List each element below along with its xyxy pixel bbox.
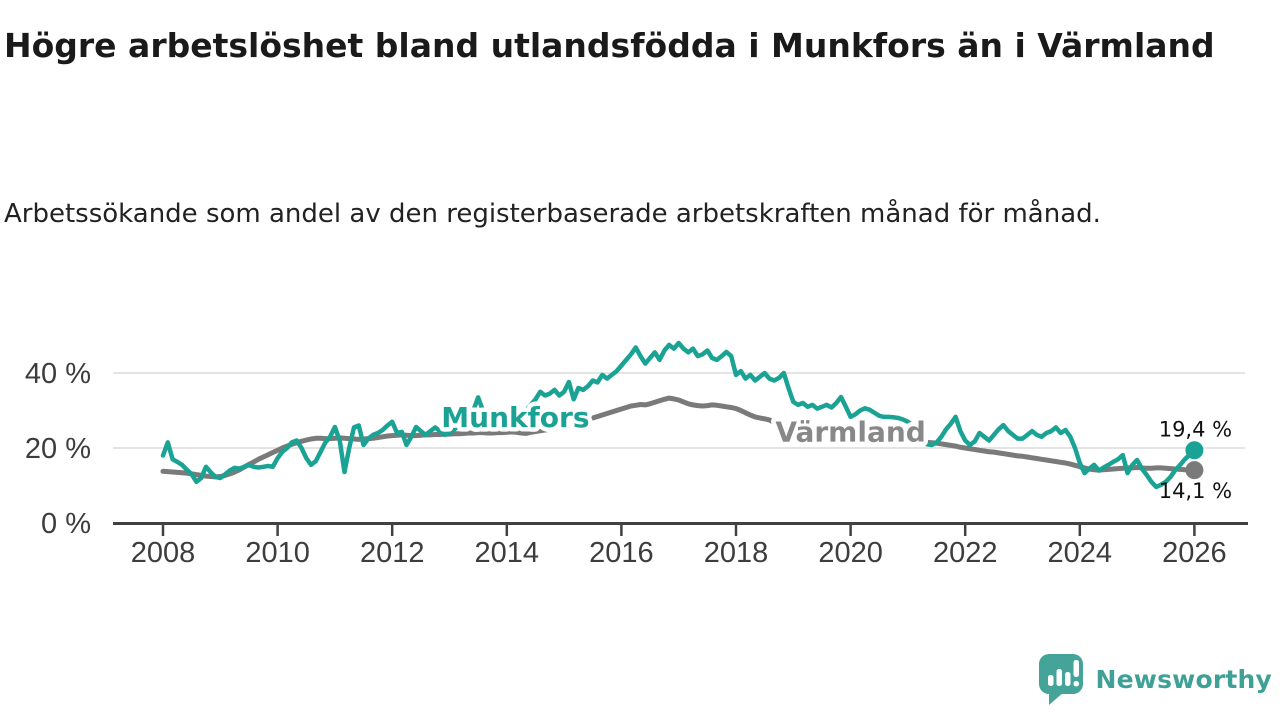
end-value-label-munkfors: 19,4 % [1159, 417, 1232, 441]
chart-subtitle: Arbetssökande som andel av den registerb… [4, 199, 1101, 229]
x-axis-tick-label: 2016 [589, 537, 654, 569]
x-axis-tick-label: 2010 [245, 537, 310, 569]
newsworthy-logo-icon [1038, 654, 1083, 705]
newsworthy-logo-text: Newsworthy [1095, 664, 1272, 694]
x-axis-tick-label: 2026 [1162, 537, 1227, 569]
series-label-värmland: Värmland [775, 416, 926, 449]
x-axis-tick-label: 2018 [704, 537, 769, 569]
x-axis-tick-label: 2024 [1048, 537, 1113, 569]
end-value-label-värmland: 14,1 % [1159, 479, 1232, 503]
series-line-munkfors [160, 340, 1197, 490]
series-label-munkfors: Munkfors [441, 401, 589, 434]
x-axis-tick-label: 2008 [131, 537, 196, 569]
newsworthy-logo: Newsworthy [1037, 652, 1273, 706]
x-axis-tick-label: 2014 [475, 537, 540, 569]
y-axis-tick-label: 0 % [41, 508, 91, 540]
x-axis-tick-label: 2020 [818, 537, 883, 569]
series-end-dot-munkfors [1185, 441, 1204, 460]
x-axis-tick-label: 2012 [360, 537, 425, 569]
y-axis-tick-label: 40 % [25, 358, 91, 390]
series-line-värmland [160, 395, 1197, 480]
series-end-dot-värmland [1185, 461, 1204, 480]
page-title: Högre arbetslöshet bland utlandsfödda i … [4, 26, 1215, 65]
y-axis-tick-label: 20 % [25, 433, 91, 465]
x-axis-tick-label: 2022 [933, 537, 998, 569]
